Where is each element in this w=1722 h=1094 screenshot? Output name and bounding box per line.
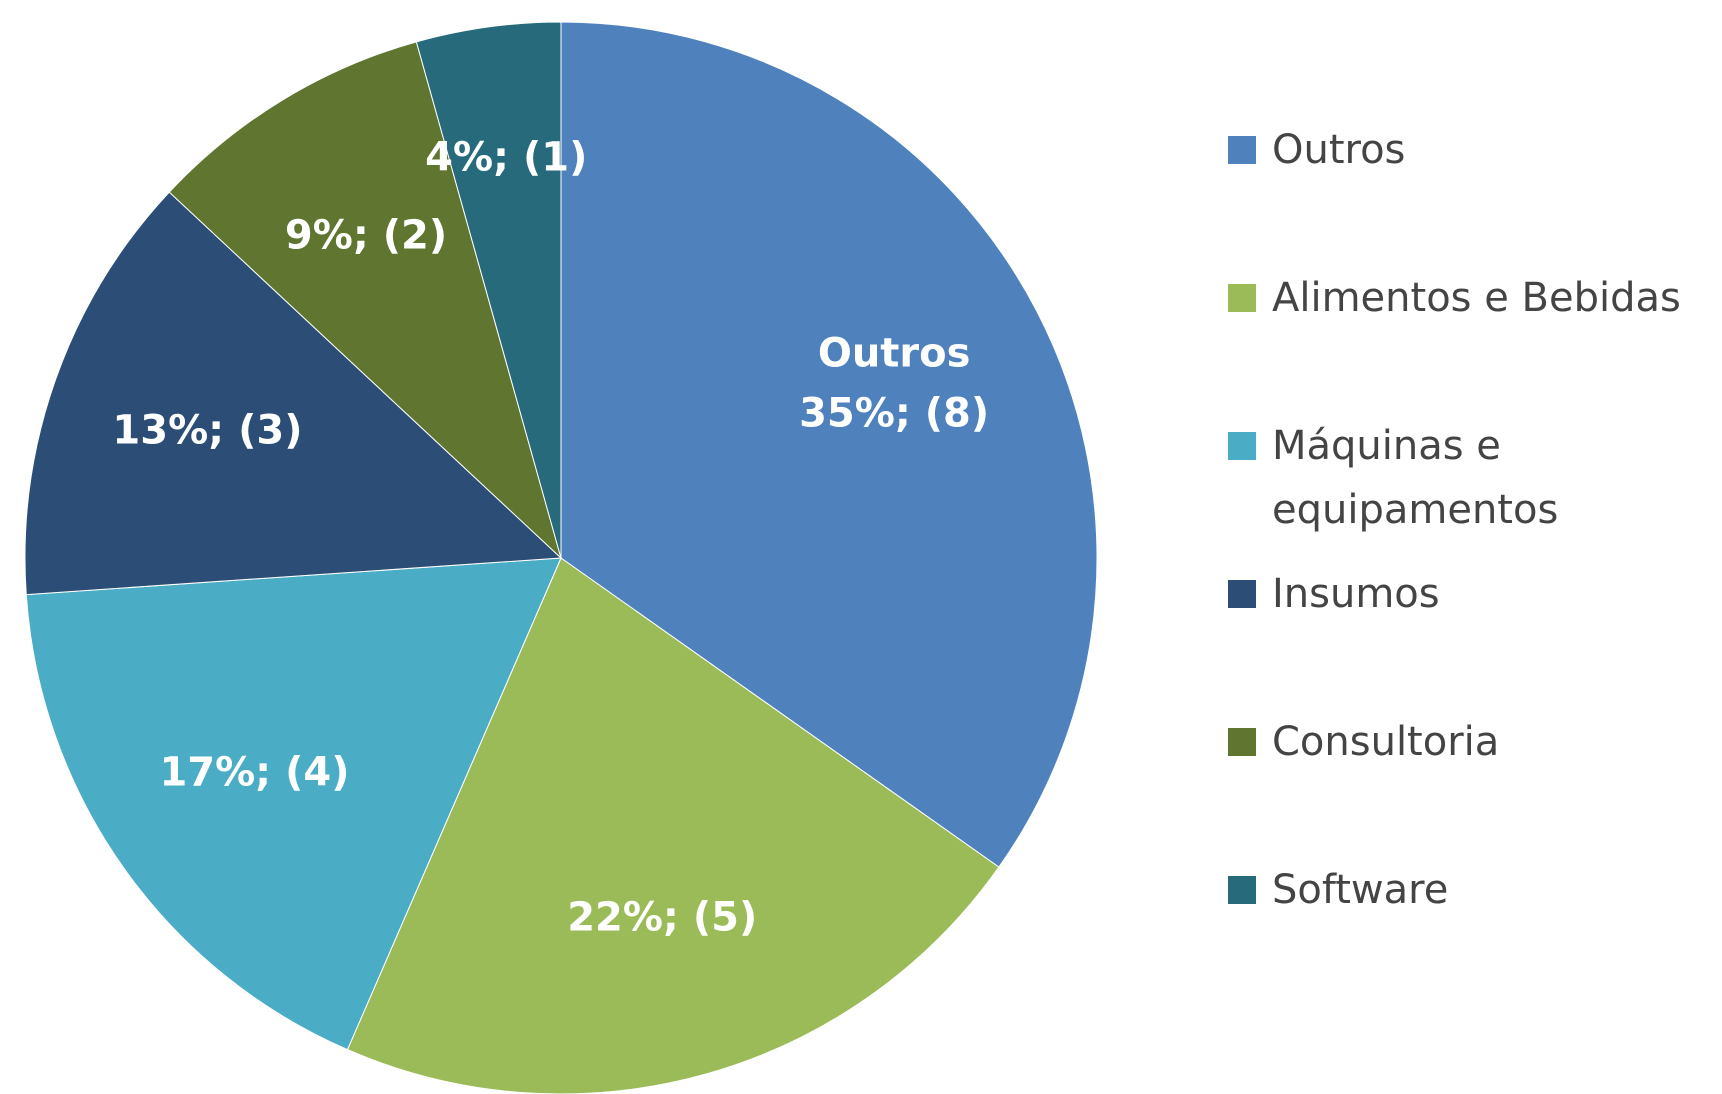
legend-label: Software bbox=[1272, 867, 1449, 913]
pie-slice bbox=[415, 21, 562, 559]
legend-label: Outros bbox=[1272, 127, 1406, 173]
pie-slice bbox=[560, 21, 1098, 868]
data-label: 9%; (2) bbox=[285, 212, 447, 258]
legend-label: Consultoria bbox=[1272, 719, 1500, 765]
data-label: 22%; (5) bbox=[567, 894, 757, 940]
pie-slice bbox=[346, 557, 1000, 1094]
data-label: 17%; (4) bbox=[159, 749, 349, 795]
legend-item: Consultoria bbox=[1228, 710, 1722, 774]
legend-swatch bbox=[1228, 580, 1256, 608]
legend-swatch bbox=[1228, 284, 1256, 312]
legend-item: Software bbox=[1228, 858, 1722, 922]
legend-swatch bbox=[1228, 728, 1256, 756]
data-label: 4%; (1) bbox=[425, 135, 587, 181]
legend-item: Máquinas e equipamentos bbox=[1228, 414, 1722, 542]
legend-label: Alimentos e Bebidas bbox=[1272, 275, 1681, 321]
legend-item: Outros bbox=[1228, 118, 1722, 182]
data-label: 35%; (8) bbox=[799, 390, 989, 436]
legend-label: Insumos bbox=[1272, 571, 1440, 617]
pie-slice bbox=[25, 557, 562, 1051]
legend-item: Insumos bbox=[1228, 562, 1722, 626]
pie-slice bbox=[168, 41, 562, 560]
legend-swatch bbox=[1228, 876, 1256, 904]
legend: Outros Alimentos e Bebidas Máquinas e equi… bbox=[1228, 118, 1722, 922]
data-label-category: Outros bbox=[818, 330, 971, 376]
legend-swatch bbox=[1228, 432, 1256, 460]
data-label: 13%; (3) bbox=[112, 407, 302, 453]
legend-label: Máquinas e equipamentos bbox=[1272, 423, 1559, 533]
pie-slice bbox=[24, 191, 563, 596]
pie: Outros 35%; (8) 22%; (5) 17%; (4) 13%; (3) 9%… bbox=[24, 21, 1098, 1094]
legend-item: Alimentos e Bebidas bbox=[1228, 266, 1722, 330]
legend-swatch bbox=[1228, 136, 1256, 164]
